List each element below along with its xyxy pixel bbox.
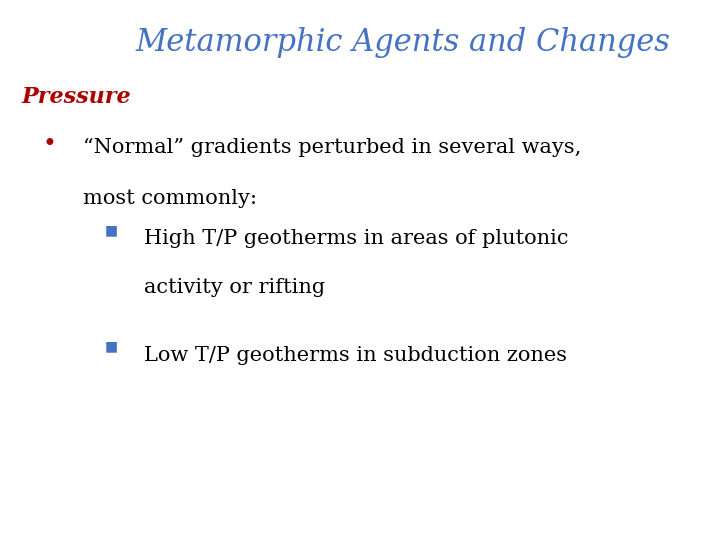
Text: •: • (42, 132, 56, 156)
Text: most commonly:: most commonly: (83, 189, 257, 208)
Text: ■: ■ (105, 223, 118, 237)
Text: “Normal” gradients perturbed in several ways,: “Normal” gradients perturbed in several … (83, 138, 581, 157)
Text: ■: ■ (105, 339, 118, 353)
Text: Pressure: Pressure (22, 86, 131, 109)
Text: Metamorphic Agents and Changes: Metamorphic Agents and Changes (136, 27, 670, 58)
Text: Low T/P geotherms in subduction zones: Low T/P geotherms in subduction zones (144, 346, 567, 365)
Text: High T/P geotherms in areas of plutonic: High T/P geotherms in areas of plutonic (144, 230, 569, 248)
Text: activity or rifting: activity or rifting (144, 278, 325, 297)
